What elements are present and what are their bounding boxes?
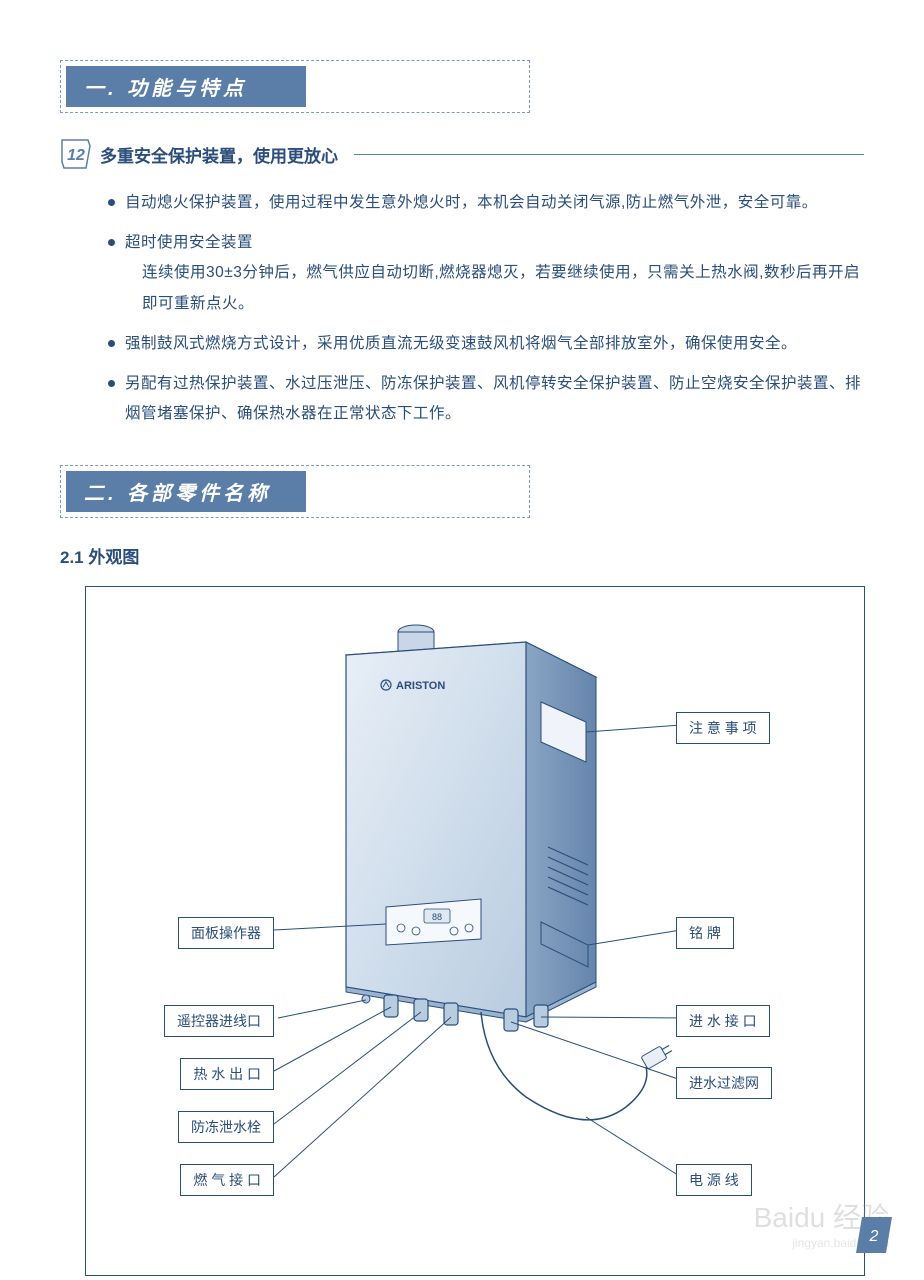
bullet-text: 强制鼓风式燃烧方式设计，采用优质直流无级变速鼓风机将烟气全部排放室外，确保使用安…: [125, 329, 864, 359]
diagram-label: 进 水 接 口: [676, 1005, 770, 1037]
feature-title: 多重安全保护装置，使用更放心: [100, 142, 338, 167]
bullet-text: 超时使用安全装置: [125, 228, 864, 258]
svg-text:88: 88: [432, 912, 442, 922]
feature-header: 12 多重安全保护装置，使用更放心: [60, 138, 864, 170]
bullet-dot-icon: [108, 199, 115, 206]
section-1-header: 一. 功能与特点: [60, 60, 530, 113]
page-number: 2: [854, 1215, 894, 1260]
svg-text:2: 2: [869, 1228, 879, 1245]
section-2-header: 二. 各部零件名称: [60, 465, 530, 518]
bullet-dot-icon: [108, 239, 115, 246]
diagram-label: 铭 牌: [676, 917, 734, 949]
bullet-text: 另配有过热保护装置、水过压泄压、防冻保护装置、风机停转安全保护装置、防止空烧安全…: [125, 369, 864, 429]
diagram-label: 燃 气 接 口: [180, 1164, 274, 1196]
diagram-label: 遥控器进线口: [164, 1005, 274, 1037]
diagram-label: 电 源 线: [676, 1164, 752, 1196]
diagram-label: 热 水 出 口: [180, 1058, 274, 1090]
bullet-item: 另配有过热保护装置、水过压泄压、防冻保护装置、风机停转安全保护装置、防止空烧安全…: [108, 369, 864, 429]
bullet-dot-icon: [108, 380, 115, 387]
bullet-subtext: 连续使用30±3分钟后，燃气供应自动切断,燃烧器熄灭，若要继续使用，只需关上热水…: [142, 258, 864, 318]
bullet-item: 强制鼓风式燃烧方式设计，采用优质直流无级变速鼓风机将烟气全部排放室外，确保使用安…: [108, 329, 864, 359]
section-1-number: 一.: [84, 78, 118, 100]
section-1-title: 功能与特点: [127, 78, 247, 100]
diagram-label: 进水过滤网: [676, 1067, 772, 1099]
badge-number: 12: [67, 147, 85, 164]
bullet-item: 超时使用安全装置连续使用30±3分钟后，燃气供应自动切断,燃烧器熄灭，若要继续使…: [108, 228, 864, 319]
bullet-dot-icon: [108, 340, 115, 347]
bullet-item: 自动熄火保护装置，使用过程中发生意外熄火时，本机会自动关闭气源,防止燃气外泄，安…: [108, 188, 864, 218]
section-2-number: 二.: [84, 483, 118, 505]
svg-text:ARISTON: ARISTON: [396, 680, 445, 692]
feature-bullet-list: 自动熄火保护装置，使用过程中发生意外熄火时，本机会自动关闭气源,防止燃气外泄，安…: [108, 188, 864, 430]
feature-badge-icon: 12: [60, 138, 92, 170]
feature-divider: [354, 154, 864, 155]
appearance-diagram: ARISTON 88: [85, 586, 865, 1276]
subsection-title: 2.1 外观图: [60, 543, 864, 568]
bullet-text: 自动熄火保护装置，使用过程中发生意外熄火时，本机会自动关闭气源,防止燃气外泄，安…: [125, 188, 864, 218]
diagram-label: 防冻泄水栓: [178, 1111, 274, 1143]
section-2-title: 各部零件名称: [127, 483, 271, 505]
diagram-label: 面板操作器: [178, 917, 274, 949]
diagram-label: 注 意 事 项: [676, 712, 770, 744]
